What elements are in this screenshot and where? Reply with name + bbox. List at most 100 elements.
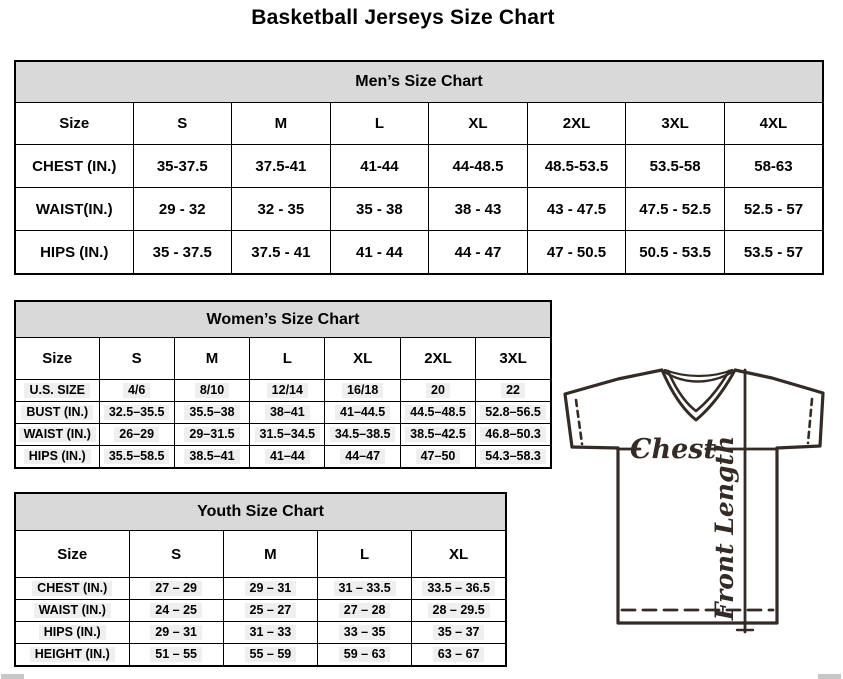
youth-cell: 27 – 29 <box>128 577 224 600</box>
youth-col-header: L <box>316 530 413 578</box>
youth-cell: 33.5 – 36.5 <box>411 577 507 600</box>
youth-cell: 31 – 33.5 <box>316 577 413 600</box>
womens-cell: 16/18 <box>324 379 401 402</box>
mens-cell: 47.5 - 52.5 <box>625 187 725 231</box>
womens-col-header: L <box>249 337 326 380</box>
womens-row-label: BUST (IN.) <box>14 401 100 424</box>
mens-col-header: 2XL <box>526 102 627 145</box>
womens-cell: 38–41 <box>249 401 326 424</box>
jersey-outline <box>563 368 825 625</box>
womens-cell: 41–44 <box>249 445 326 469</box>
womens-col-header: Size <box>14 337 100 380</box>
mens-col-header: XL <box>428 102 528 145</box>
mens-cell: 47 - 50.5 <box>526 230 627 275</box>
mens-cell: 37.5 - 41 <box>231 230 331 275</box>
womens-col-header: XL <box>324 337 401 380</box>
jersey-collar-back <box>661 369 736 383</box>
womens-cell: 35.5–38 <box>173 401 251 424</box>
mens-col-header: L <box>329 102 430 145</box>
mens-cell: 38 - 43 <box>428 187 528 231</box>
mens-cell: 41-44 <box>329 144 430 188</box>
womens-size-table: Women’s Size Chart Size S M L XL 2XL 3XL… <box>14 300 552 469</box>
youth-size-table: Youth Size Chart Size S M L XL CHEST (IN… <box>14 492 507 667</box>
page-title: Basketball Jerseys Size Chart <box>251 6 555 29</box>
womens-cell: 35.5–58.5 <box>98 445 175 469</box>
womens-cell: 31.5–34.5 <box>249 423 326 446</box>
mens-cell: 48.5-53.5 <box>526 144 627 188</box>
womens-cell: 46.8–50.3 <box>475 423 552 446</box>
table-row: WAIST (IN.) 24 – 25 25 – 27 27 – 28 28 –… <box>14 599 507 622</box>
youth-table-title: Youth Size Chart <box>14 492 507 531</box>
mens-cell: 44-48.5 <box>428 144 528 188</box>
youth-cell: 25 – 27 <box>222 599 319 622</box>
mens-cell: 35-37.5 <box>132 144 233 188</box>
womens-row-label: WAIST (IN.) <box>14 423 100 446</box>
youth-cell: 59 – 63 <box>316 643 413 667</box>
womens-col-header: 2XL <box>399 337 477 380</box>
youth-col-header: XL <box>411 530 507 578</box>
youth-col-header: Size <box>14 530 130 578</box>
youth-cell: 33 – 35 <box>316 621 413 644</box>
youth-cell: 27 – 28 <box>316 599 413 622</box>
youth-row-label: WAIST (IN.) <box>14 599 130 622</box>
womens-col-header: M <box>173 337 251 380</box>
table-row: HIPS (IN.) 35.5–58.5 38.5–41 41–44 44–47… <box>14 445 552 469</box>
womens-cell: 47–50 <box>399 445 477 469</box>
youth-row-label: HIPS (IN.) <box>14 621 130 644</box>
womens-cell: 54.3–58.3 <box>475 445 552 469</box>
womens-cell: 44.5–48.5 <box>399 401 477 424</box>
youth-col-header: M <box>222 530 319 578</box>
selection-handle-bottom-right[interactable] <box>818 674 841 679</box>
womens-row-label: U.S. SIZE <box>14 379 100 402</box>
table-row: U.S. SIZE 4/6 8/10 12/14 16/18 20 22 <box>14 379 552 402</box>
selection-handle-bottom-left[interactable] <box>1 674 24 679</box>
mens-cell: 53.5-58 <box>625 144 725 188</box>
mens-cell: 35 - 38 <box>329 187 430 231</box>
mens-cell: 52.5 - 57 <box>723 187 824 231</box>
table-row: HIPS (IN.) 29 – 31 31 – 33 33 – 35 35 – … <box>14 621 507 644</box>
jersey-collar-back2 <box>663 368 734 378</box>
mens-col-header: Size <box>14 102 134 145</box>
youth-row-label: HEIGHT (IN.) <box>14 643 130 667</box>
mens-cell: 37.5-41 <box>231 144 331 188</box>
table-row: HIPS (IN.) 35 - 37.5 37.5 - 41 41 - 44 4… <box>14 230 824 275</box>
womens-row-label: HIPS (IN.) <box>14 445 100 469</box>
youth-cell: 28 – 29.5 <box>411 599 507 622</box>
womens-cell: 38.5–42.5 <box>399 423 477 446</box>
mens-col-header: 4XL <box>723 102 824 145</box>
table-row: WAIST(IN.) 29 - 32 32 - 35 35 - 38 38 - … <box>14 187 824 231</box>
mens-cell: 50.5 - 53.5 <box>625 230 725 275</box>
mens-cell: 44 - 47 <box>428 230 528 275</box>
chest-label: Chest <box>630 434 716 465</box>
mens-cell: 41 - 44 <box>329 230 430 275</box>
womens-cell: 20 <box>399 379 477 402</box>
youth-cell: 29 – 31 <box>222 577 319 600</box>
jersey-collar-inner <box>666 369 731 413</box>
mens-cell: 29 - 32 <box>132 187 233 231</box>
youth-row-label: CHEST (IN.) <box>14 577 130 600</box>
womens-cell: 22 <box>475 379 552 402</box>
womens-col-header: 3XL <box>475 337 552 380</box>
womens-cell: 52.8–56.5 <box>475 401 552 424</box>
table-row: CHEST (IN.) 27 – 29 29 – 31 31 – 33.5 33… <box>14 577 507 600</box>
womens-cell: 38.5–41 <box>173 445 251 469</box>
jersey-measurement-diagram: Chest Front Length <box>563 368 825 634</box>
mens-table-title: Men’s Size Chart <box>14 60 824 103</box>
youth-cell: 55 – 59 <box>222 643 319 667</box>
mens-col-header: 3XL <box>625 102 725 145</box>
mens-cell: 58-63 <box>723 144 824 188</box>
youth-cell: 51 – 55 <box>128 643 224 667</box>
womens-cell: 41–44.5 <box>324 401 401 424</box>
mens-cell: 53.5 - 57 <box>723 230 824 275</box>
mens-row-label: WAIST(IN.) <box>14 187 134 231</box>
womens-cell: 4/6 <box>98 379 175 402</box>
womens-cell: 8/10 <box>173 379 251 402</box>
womens-table-title: Women’s Size Chart <box>14 300 552 338</box>
jersey-collar <box>660 368 737 422</box>
table-row: CHEST (IN.) 35-37.5 37.5-41 41-44 44-48.… <box>14 144 824 188</box>
womens-cell: 34.5–38.5 <box>324 423 401 446</box>
mens-cell: 32 - 35 <box>231 187 331 231</box>
mens-row-label: CHEST (IN.) <box>14 144 134 188</box>
womens-col-header: S <box>98 337 175 380</box>
mens-cell: 35 - 37.5 <box>132 230 233 275</box>
